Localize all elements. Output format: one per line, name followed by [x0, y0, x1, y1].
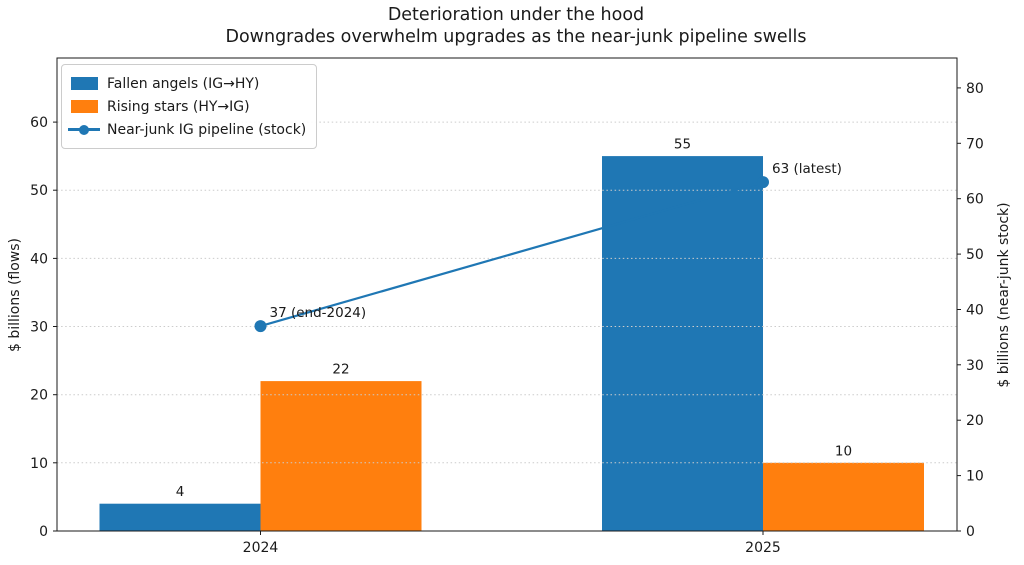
bar-value-label: 55	[674, 137, 691, 153]
point-annotation: 63 (latest)	[772, 161, 842, 177]
legend-label-pipeline: Near-junk IG pipeline (stock)	[107, 121, 307, 138]
legend-item-pipeline: Near-junk IG pipeline (stock)	[68, 118, 307, 141]
right-tick-label: 50	[966, 247, 984, 263]
right-tick-label: 20	[966, 413, 984, 429]
left-tick-label: 40	[30, 251, 48, 267]
point-annotation: 37 (end-2024)	[270, 305, 367, 321]
left-tick-label: 0	[39, 524, 48, 540]
right-tick-label: 10	[966, 469, 984, 485]
bar-value-label: 4	[176, 484, 185, 500]
legend-item-fallen-angels: Fallen angels (IG→HY)	[71, 72, 306, 95]
pipeline-marker	[254, 320, 267, 333]
x-tick-label: 2024	[243, 540, 279, 556]
legend-item-rising-stars: Rising stars (HY→IG)	[71, 95, 306, 118]
right-tick-label: 40	[966, 303, 984, 319]
left-tick-label: 20	[30, 388, 48, 404]
legend-line-marker-icon	[68, 124, 100, 135]
line-series-group	[254, 176, 769, 333]
bar-value-label: 10	[835, 443, 852, 459]
bar-value-label: 22	[332, 362, 349, 378]
left-tick-label: 30	[30, 320, 48, 336]
chart-title: Deterioration under the hood	[387, 5, 645, 25]
right-tick-label: 30	[966, 358, 984, 374]
bars-group	[99, 156, 924, 531]
axis-ticks-group: 0 10 20 30 40 50 60 0 10 20 30 40 50 60 70 80 2024 2025	[30, 81, 984, 556]
right-tick-label: 0	[966, 524, 975, 540]
legend-label-rising-stars: Rising stars (HY→IG)	[107, 98, 250, 115]
legend: Fallen angels (IG→HY) Rising stars (HY→I…	[61, 64, 318, 149]
bar-rising-stars-2025	[763, 462, 924, 531]
value-labels-group: 4 55 22 10	[176, 137, 852, 501]
left-tick-label: 60	[30, 115, 48, 131]
right-tick-label: 70	[966, 136, 984, 152]
left-axis-label: $ billions (flows)	[7, 237, 23, 353]
bar-fallen-angels-2025	[602, 156, 763, 531]
annotations-group: 37 (end-2024) 63 (latest)	[270, 161, 842, 321]
right-tick-label: 60	[966, 192, 984, 208]
legend-swatch-fallen-angels-icon	[71, 77, 98, 90]
legend-label-fallen-angels: Fallen angels (IG→HY)	[107, 75, 260, 92]
right-axis-label: $ billions (near-junk stock)	[996, 202, 1012, 388]
x-tick-label: 2025	[745, 540, 781, 556]
legend-swatch-rising-stars-icon	[71, 100, 98, 113]
chart-subtitle: Downgrades overwhelm upgrades as the nea…	[225, 27, 807, 47]
bar-fallen-angels-2024	[99, 503, 261, 531]
right-tick-label: 80	[966, 81, 984, 97]
plot-border	[56, 57, 958, 532]
pipeline-line	[260, 181, 764, 328]
left-tick-label: 50	[30, 183, 48, 199]
bar-rising-stars-2024	[260, 381, 422, 531]
left-tick-label: 10	[30, 456, 48, 472]
pipeline-marker	[757, 176, 769, 189]
